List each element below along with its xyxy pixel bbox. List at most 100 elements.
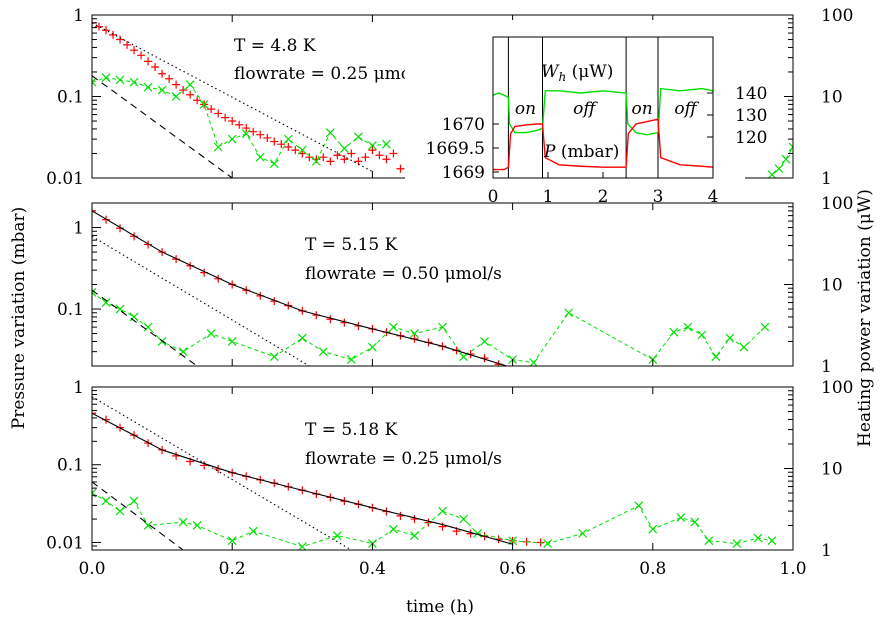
- pressure-point: [536, 538, 545, 547]
- pressure-point: [92, 409, 96, 418]
- pressure-point: [179, 86, 188, 95]
- pressure-point: [102, 26, 111, 35]
- pressure-point: [151, 63, 160, 72]
- power-point: [410, 531, 419, 541]
- pressure-point: [116, 224, 125, 233]
- power-point: [578, 528, 588, 538]
- power-point: [739, 342, 749, 352]
- pressure-point: [221, 113, 230, 122]
- fit-line-dotted: [92, 235, 310, 366]
- inset-y-left-tick-label: 1669: [442, 163, 485, 183]
- power-point: [185, 80, 195, 90]
- y-right-tick-label: 100: [821, 378, 853, 398]
- power-point: [648, 524, 658, 534]
- pressure-point: [326, 157, 335, 166]
- power-point: [143, 521, 153, 530]
- pressure-point: [319, 153, 328, 162]
- plot-area-top: [92, 18, 793, 178]
- power-dashed-line: [92, 77, 387, 165]
- power-point: [711, 352, 721, 362]
- y-left-tick-label: 1: [73, 6, 84, 26]
- inset-x-tick-label: 3: [653, 187, 664, 207]
- fit-line-dashed: [92, 289, 198, 366]
- power-point: [129, 312, 139, 322]
- panel-flowrate: flowrate = 0.50 μmol/s: [305, 264, 502, 284]
- y-left-tick-label: 0.01: [46, 169, 84, 189]
- pressure-point: [375, 151, 384, 160]
- pressure-point: [186, 261, 195, 270]
- pressure-point: [95, 22, 104, 31]
- power-point: [92, 287, 97, 297]
- power-point: [410, 329, 419, 338]
- power-point: [725, 333, 735, 343]
- panel-middle: 1 0.1 100 10 1 T = 5.15 K flowrate = 0.50 μmol…: [57, 194, 854, 377]
- power-point: [683, 322, 693, 332]
- power-point: [634, 501, 644, 511]
- power-point: [269, 352, 279, 362]
- pressure-point: [284, 143, 293, 152]
- power-point: [143, 82, 153, 92]
- pressure-point: [165, 74, 174, 83]
- power-point: [767, 536, 777, 546]
- x-tick-label: 0.0: [78, 559, 105, 579]
- power-dashed-line: [92, 291, 766, 364]
- frame-middle: [91, 202, 794, 367]
- panel-temperature: T = 4.8 K: [234, 36, 316, 56]
- inset-y-left-tick-label: 1670: [442, 115, 485, 135]
- inset-x-tick-label: 1: [543, 187, 554, 207]
- pressure-point: [137, 51, 146, 60]
- pressure-point: [333, 151, 342, 160]
- power-point: [339, 144, 349, 153]
- pressure-point: [207, 105, 216, 114]
- pressure-point: [396, 511, 405, 520]
- power-point: [157, 85, 167, 95]
- panel-flowrate: flowrate = 0.25 μmol/s: [234, 64, 431, 84]
- power-point: [697, 330, 707, 340]
- inset-pressure-label: P (mbar): [543, 142, 619, 162]
- y-axis-label-right: Heating power variation (μW): [855, 189, 875, 447]
- x-tick-label: 0.8: [639, 559, 666, 579]
- power-point: [101, 298, 111, 308]
- pressure-point: [193, 96, 202, 105]
- power-point: [529, 358, 539, 366]
- power-point: [115, 75, 125, 85]
- panel-temperature: T = 5.18 K: [305, 420, 398, 440]
- power-point: [325, 128, 335, 138]
- power-point: [767, 170, 777, 178]
- y-axis-label-left: Pressure variation (mbar): [9, 207, 29, 429]
- inset-heating-power-line: [492, 87, 714, 136]
- y-right-tick-label: 100: [821, 6, 853, 26]
- power-point: [381, 139, 391, 149]
- power-point: [480, 337, 489, 346]
- y-right-tick-label: 10: [821, 460, 843, 480]
- inset-power-label: Wh (μW): [541, 62, 613, 84]
- panel-flowrate: flowrate = 0.25 μmol/s: [305, 449, 502, 469]
- power-point: [389, 322, 398, 332]
- power-point: [753, 533, 763, 543]
- fit-line-solid: [92, 210, 509, 366]
- pressure-point: [382, 155, 391, 164]
- y-left-tick-label: 0.1: [57, 88, 84, 108]
- power-point: [704, 536, 714, 546]
- plot-area-middle: [92, 206, 770, 366]
- power-point: [101, 496, 111, 506]
- power-point: [192, 521, 202, 530]
- pressure-point: [235, 120, 244, 129]
- power-point: [774, 164, 784, 174]
- power-point: [157, 337, 167, 346]
- power-point: [297, 333, 307, 343]
- fit-line-dashed: [92, 75, 233, 178]
- pressure-point: [410, 515, 419, 524]
- power-point: [760, 322, 770, 332]
- inset-pressure-line: [493, 118, 714, 171]
- power-point: [438, 506, 447, 516]
- power-point: [101, 73, 111, 83]
- pressure-point: [130, 46, 139, 55]
- x-tick-label: 1.0: [779, 559, 806, 579]
- inset-x-tick-label: 2: [598, 187, 609, 207]
- pressure-point: [249, 127, 258, 136]
- power-point: [389, 524, 398, 534]
- pressure-point: [361, 153, 370, 162]
- inset-background: [405, 20, 745, 202]
